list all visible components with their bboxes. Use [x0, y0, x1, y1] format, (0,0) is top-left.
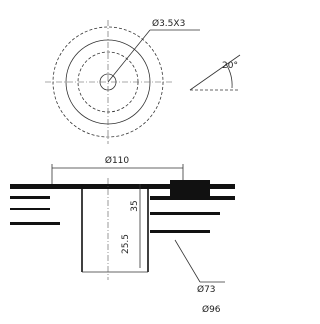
hole-label: Ø3.5X3: [152, 18, 185, 29]
outer-diameter-label: Ø110: [105, 155, 130, 166]
bolt-circle-label: Ø96: [202, 304, 221, 315]
wall: [10, 208, 50, 210]
wall: [10, 222, 60, 225]
top-view: Ø3.5X3 20°: [45, 18, 240, 144]
angle-label: 20°: [222, 61, 238, 71]
section-view: Ø110 25.5 35 Ø73 Ø96: [10, 155, 235, 315]
wall: [150, 230, 210, 233]
leader: [175, 240, 200, 282]
leader: [108, 30, 150, 82]
depth-inner-label: 25.5: [121, 234, 131, 254]
inner-diameter-label: Ø73: [197, 284, 216, 295]
wall: [10, 196, 50, 199]
boss: [170, 180, 210, 200]
depth-outer-label: 35: [130, 200, 140, 211]
wall: [150, 212, 220, 215]
technical-drawing: Ø3.5X3 20° Ø110 25.5 35 Ø73 Ø96: [0, 0, 245, 324]
